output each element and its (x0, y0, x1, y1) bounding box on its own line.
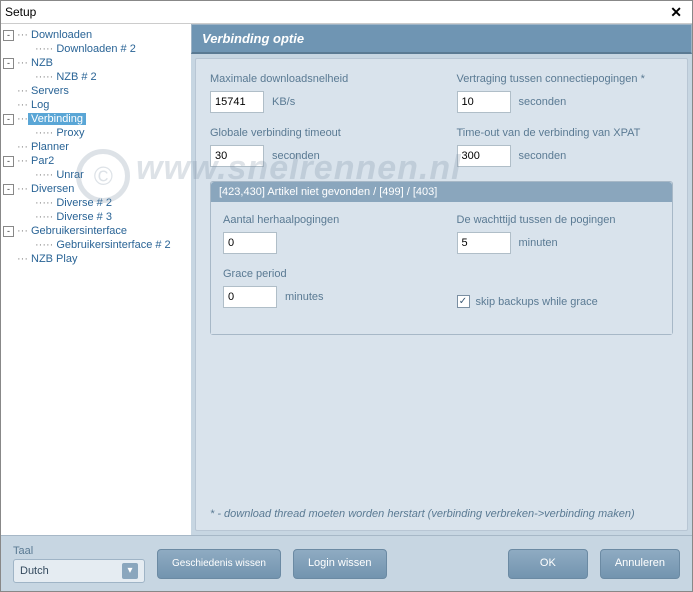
tree-item[interactable]: ····· Gebruikersinterface # 2 (21, 238, 191, 252)
tree-item[interactable]: -··· Verbinding (3, 112, 191, 126)
tree-toggle-icon[interactable]: - (3, 156, 14, 167)
ok-button[interactable]: OK (508, 549, 588, 579)
tree-item[interactable]: ····· NZB # 2 (21, 70, 191, 84)
tree-item-label: Proxy (53, 127, 87, 139)
group-title: [423,430] Artikel niet gevonden / [499] … (211, 182, 672, 202)
global-timeout-label: Globale verbinding timeout (210, 127, 427, 139)
tree-item-label: Servers (28, 85, 72, 97)
tree-toggle-icon[interactable]: - (3, 226, 14, 237)
tree-item[interactable]: -··· NZB (3, 56, 191, 70)
tree-item-label: Diversen (28, 183, 77, 195)
lang-label: Taal (13, 545, 145, 557)
max-speed-input[interactable] (210, 91, 264, 113)
skip-backups-label: skip backups while grace (476, 296, 598, 308)
tree-item-label: Gebruikersinterface (28, 225, 130, 237)
tree-item[interactable]: ····· Diverse # 2 (21, 196, 191, 210)
panel-title: Verbinding optie (191, 24, 692, 54)
tree-toggle-icon[interactable]: - (3, 58, 14, 69)
tree-item-label: Verbinding (28, 113, 86, 125)
chevron-down-icon: ▾ (122, 563, 138, 579)
retry-delay-unit: seconden (519, 96, 567, 108)
tree-item[interactable]: ····· Unrar (21, 168, 191, 182)
tree-item-label: NZB # 2 (53, 71, 99, 83)
tree-toggle-icon[interactable]: - (3, 30, 14, 41)
tree-item-label: Gebruikersinterface # 2 (53, 239, 173, 251)
max-speed-unit: KB/s (272, 96, 295, 108)
xpat-timeout-label: Time-out van de verbinding van XPAT (457, 127, 674, 139)
retries-label: Aantal herhaalpogingen (223, 214, 427, 226)
retry-delay-input[interactable] (457, 91, 511, 113)
tree-item[interactable]: ··· Log (3, 98, 191, 112)
tree-toggle-icon[interactable]: - (3, 184, 14, 195)
tree-item[interactable]: ··· Servers (3, 84, 191, 98)
tree-item-label: Downloaden # 2 (53, 43, 139, 55)
clear-history-button[interactable]: Geschiedenis wissen (157, 549, 281, 579)
footnote: * - download thread moeten worden hersta… (210, 508, 673, 520)
xpat-timeout-unit: seconden (519, 150, 567, 162)
tree-item[interactable]: -··· Gebruikersinterface (3, 224, 191, 238)
cancel-button[interactable]: Annuleren (600, 549, 680, 579)
tree-item[interactable]: ····· Diverse # 3 (21, 210, 191, 224)
tree-item[interactable]: ····· Proxy (21, 126, 191, 140)
tree-item[interactable]: -··· Par2 (3, 154, 191, 168)
grace-unit: minutes (285, 291, 324, 303)
grace-input[interactable] (223, 286, 277, 308)
tree-item[interactable]: ····· Downloaden # 2 (21, 42, 191, 56)
tree-item-label: Diverse # 2 (53, 197, 115, 209)
close-icon[interactable]: ✕ (664, 4, 688, 21)
wait-input[interactable] (457, 232, 511, 254)
retry-delay-label: Vertraging tussen connectiepogingen * (457, 73, 674, 85)
clear-login-button[interactable]: Login wissen (293, 549, 387, 579)
tree-item-label: Unrar (53, 169, 87, 181)
global-timeout-input[interactable] (210, 145, 264, 167)
tree-item-label: NZB Play (28, 253, 80, 265)
global-timeout-unit: seconden (272, 150, 320, 162)
tree-item-label: Log (28, 99, 52, 111)
lang-value: Dutch (20, 565, 49, 577)
lang-select[interactable]: Dutch ▾ (13, 559, 145, 583)
tree-item[interactable]: -··· Diversen (3, 182, 191, 196)
tree-item-label: Planner (28, 141, 72, 153)
tree-item-label: Diverse # 3 (53, 211, 115, 223)
xpat-timeout-input[interactable] (457, 145, 511, 167)
retries-input[interactable] (223, 232, 277, 254)
tree-item-label: Par2 (28, 155, 57, 167)
tree-item-label: Downloaden (28, 29, 95, 41)
wait-label: De wachttijd tussen de pogingen (457, 214, 661, 226)
tree-item-label: NZB (28, 57, 56, 69)
nav-tree: -··· Downloaden····· Downloaden # 2-··· … (1, 24, 191, 535)
wait-unit: minuten (519, 237, 558, 249)
max-speed-label: Maximale downloadsnelheid (210, 73, 427, 85)
tree-item[interactable]: ··· Planner (3, 140, 191, 154)
tree-item[interactable]: -··· Downloaden (3, 28, 191, 42)
tree-toggle-icon[interactable]: - (3, 114, 14, 125)
window-title: Setup (5, 5, 664, 19)
tree-item[interactable]: ··· NZB Play (3, 252, 191, 266)
skip-backups-checkbox[interactable]: ✓ (457, 295, 470, 308)
grace-label: Grace period (223, 268, 427, 280)
